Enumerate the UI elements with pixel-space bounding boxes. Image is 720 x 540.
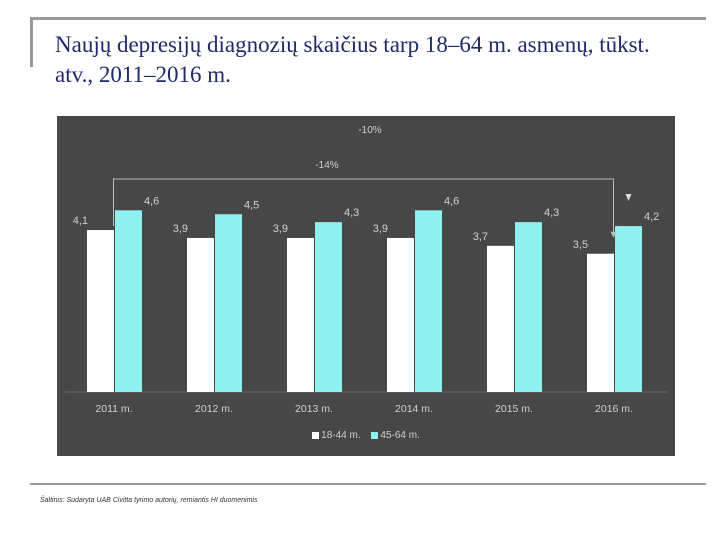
slide-title: Naujų depresijų diagnozių skaičius tarp … <box>55 32 650 87</box>
data-label-1-3: 3,9 <box>273 223 288 235</box>
bar-1-2 <box>187 237 214 392</box>
bar-2-2 <box>215 214 242 392</box>
legend-label-series-1: 18-44 m. <box>321 430 361 441</box>
annotation-bracket-series-1 <box>113 178 614 234</box>
x-tick-label-3: 2013 m. <box>295 403 333 415</box>
annotation-label-series-1: -14% <box>315 160 338 171</box>
bar-1-6 <box>587 253 614 392</box>
bar-2-6 <box>615 226 642 392</box>
x-tick-label-2: 2012 m. <box>195 403 233 415</box>
data-label-2-5: 4,3 <box>544 207 559 219</box>
chart-panel: 4,1 4,6 2011 m. 3,9 4,5 2012 m. 3,9 4,3 2013 m. 3… <box>57 116 675 456</box>
chart-legend: 18-44 m. 45-64 m. <box>57 430 675 441</box>
legend-swatch-series-1 <box>312 432 320 439</box>
legend-swatch-series-2 <box>371 432 379 439</box>
annotation-label-series-2: -10% <box>358 125 381 136</box>
slide-frame-left <box>30 17 33 67</box>
source-note: Šaltinis: Sudaryta UAB Civitta tyrimo au… <box>40 497 258 504</box>
annotation-arrow-series-2 <box>625 194 632 201</box>
data-label-2-6: 4,2 <box>644 211 659 223</box>
bar-2-3 <box>315 222 342 392</box>
x-tick-label-1: 2011 m. <box>95 403 132 415</box>
slide-frame-bottom <box>30 483 706 485</box>
bar-2-1 <box>115 210 142 392</box>
slide-frame-top <box>30 17 706 20</box>
data-label-1-1: 4,1 <box>73 215 88 227</box>
data-label-1-6: 3,5 <box>573 239 588 251</box>
data-label-1-4: 3,9 <box>373 223 388 235</box>
data-label-2-4: 4,6 <box>444 195 459 207</box>
data-label-1-5: 3,7 <box>473 231 488 243</box>
bar-chart: 4,1 4,6 2011 m. 3,9 4,5 2012 m. 3,9 4,3 2013 m. 3… <box>65 125 667 415</box>
bar-1-5 <box>487 245 514 392</box>
bar-1-3 <box>287 237 314 392</box>
x-tick-label-6: 2016 m. <box>595 403 633 415</box>
bar-2-4 <box>415 210 442 392</box>
legend-item-series-2: 45-64 m. <box>371 430 420 441</box>
x-tick-label-4: 2014 m. <box>395 403 433 415</box>
legend-label-series-2: 45-64 m. <box>380 430 420 441</box>
data-label-2-1: 4,6 <box>144 195 159 207</box>
bar-2-5 <box>515 222 542 392</box>
legend-item-series-1: 18-44 m. <box>312 430 361 441</box>
data-label-2-2: 4,5 <box>244 199 259 211</box>
data-label-1-2: 3,9 <box>173 223 188 235</box>
x-tick-label-5: 2015 m. <box>495 403 533 415</box>
data-label-2-3: 4,3 <box>344 207 359 219</box>
bar-1-1 <box>87 230 114 392</box>
annotation-arrow-series-1 <box>610 231 617 238</box>
bar-1-4 <box>387 237 414 392</box>
